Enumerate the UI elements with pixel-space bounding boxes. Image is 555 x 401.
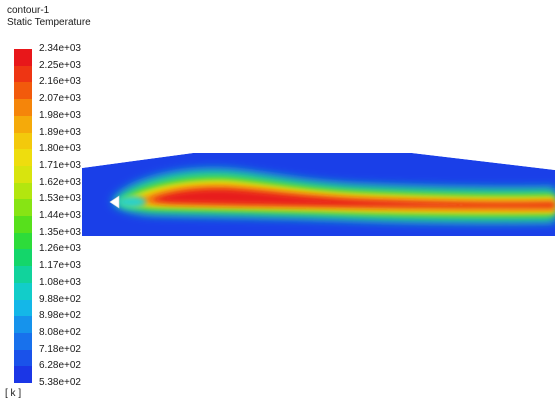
recirculation-zone — [118, 196, 146, 208]
flow-domain — [82, 153, 555, 236]
